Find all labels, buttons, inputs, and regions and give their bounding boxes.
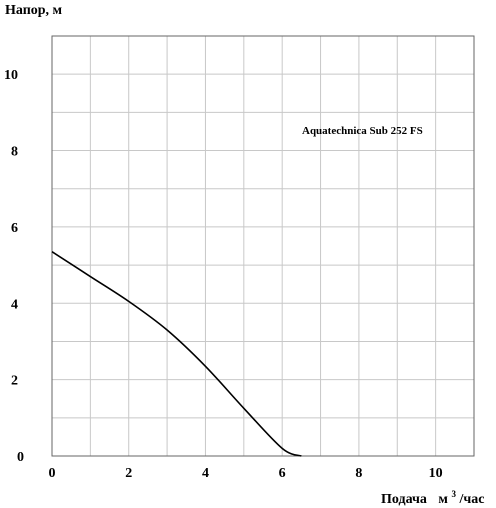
- x-axis-title-unit-suffix: /час: [458, 492, 484, 507]
- y-axis-title: Напор, м: [5, 3, 63, 18]
- y-tick-label: 6: [11, 221, 18, 236]
- x-tick-label: 8: [355, 466, 362, 481]
- x-tick-label: 6: [279, 466, 286, 481]
- y-tick-label: 10: [4, 68, 18, 83]
- x-tick-label: 10: [429, 466, 443, 481]
- y-tick-label: 0: [17, 450, 24, 465]
- series-group: [51, 251, 302, 457]
- x-tick-label: 2: [125, 466, 132, 481]
- y-tick-label: 4: [11, 297, 18, 312]
- y-tick-label: 2: [11, 374, 18, 389]
- x-tick-label: 0: [49, 466, 56, 481]
- x-axis-title-unit-sup: 3: [451, 489, 456, 499]
- grid-lines: [52, 36, 474, 456]
- tick-labels: 0 2 4 6 8 10 0 2 4 6 8 10: [4, 68, 443, 481]
- x-tick-label: 4: [202, 466, 209, 481]
- series-line: [51, 251, 302, 457]
- x-axis-title-main: Подача: [381, 492, 427, 507]
- x-axis-title: Подача м 3 /час: [381, 486, 484, 507]
- plot-frame: [51, 35, 475, 457]
- x-axis-title-unit: м: [438, 492, 448, 507]
- series-label: Aquatechnica Sub 252 FS: [302, 125, 423, 137]
- y-tick-label: 8: [11, 145, 18, 160]
